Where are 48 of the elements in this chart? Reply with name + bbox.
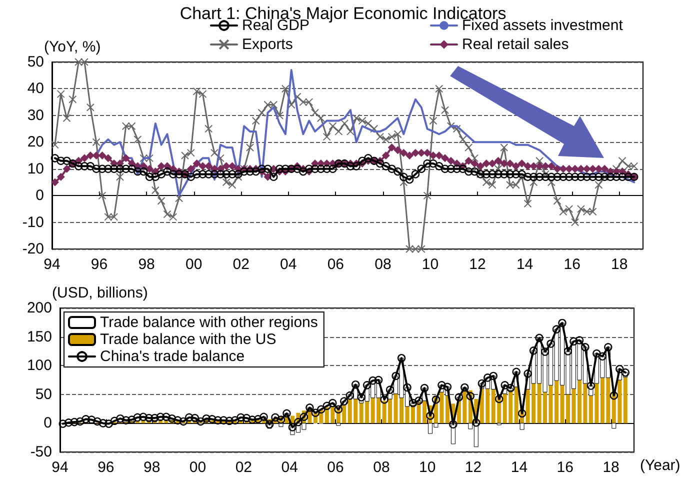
x-tick-label: 10 [419,459,436,476]
legend-label: Real retail sales [462,36,569,53]
y-axis-title: (USD, billions) [52,284,148,302]
x-tick-label: 98 [143,459,160,476]
x-tick-label: 18 [602,459,620,476]
x-tick-label: 04 [281,459,298,476]
y-tick-label: 0 [36,187,44,204]
x-tick-label: 96 [90,256,108,273]
y-tick-label: 50 [27,54,44,70]
legend-label: China's trade balance [100,348,245,365]
x-tick-label: 06 [327,256,344,273]
y-axis-title: (YoY, %) [44,38,101,56]
x-tick-label: 16 [564,256,580,273]
legend-label: Exports [242,36,293,53]
x-tick-label: 14 [516,256,534,273]
x-tick-label: 06 [327,459,344,476]
y-tick-label: 100 [26,357,52,374]
x-tick-label: 14 [510,459,528,476]
x-tick-label: 02 [232,256,250,273]
x-tick-label: 18 [611,256,628,273]
x-tick-label: 16 [556,459,574,476]
legend-label: Trade balance with other regions [100,314,318,331]
y-tick-label: 10 [27,160,44,178]
x-tick-label: 08 [373,459,390,476]
legend-label: Trade balance with the US [100,331,276,348]
y-tick-label: 200 [26,300,52,316]
x-tick-label: 96 [98,459,114,476]
x-tick-label: 02 [235,459,252,476]
y-tick-label: 40 [27,80,44,98]
y-tick-label: 30 [27,106,44,124]
x-tick-label: 08 [374,256,392,273]
y-tick-label: -20 [22,240,44,258]
y-tick-label: 20 [27,134,44,151]
x-tick-label: 94 [52,459,68,476]
x-axis-title: (Year) [640,457,680,474]
y-tick-label: 50 [35,386,52,403]
y-tick-label: 0 [44,414,52,432]
y-tick-label: -10 [22,214,44,231]
x-tick-label: 12 [469,256,486,273]
x-tick-label: 10 [422,256,439,273]
x-tick-label: 94 [44,256,60,273]
y-tick-label: 150 [26,328,52,346]
x-tick-label: 00 [189,459,206,476]
x-tick-label: 00 [185,256,202,273]
y-tick-label: -50 [30,444,52,460]
x-tick-label: 98 [138,256,155,273]
x-tick-label: 12 [464,459,482,476]
x-tick-label: 04 [280,256,297,273]
